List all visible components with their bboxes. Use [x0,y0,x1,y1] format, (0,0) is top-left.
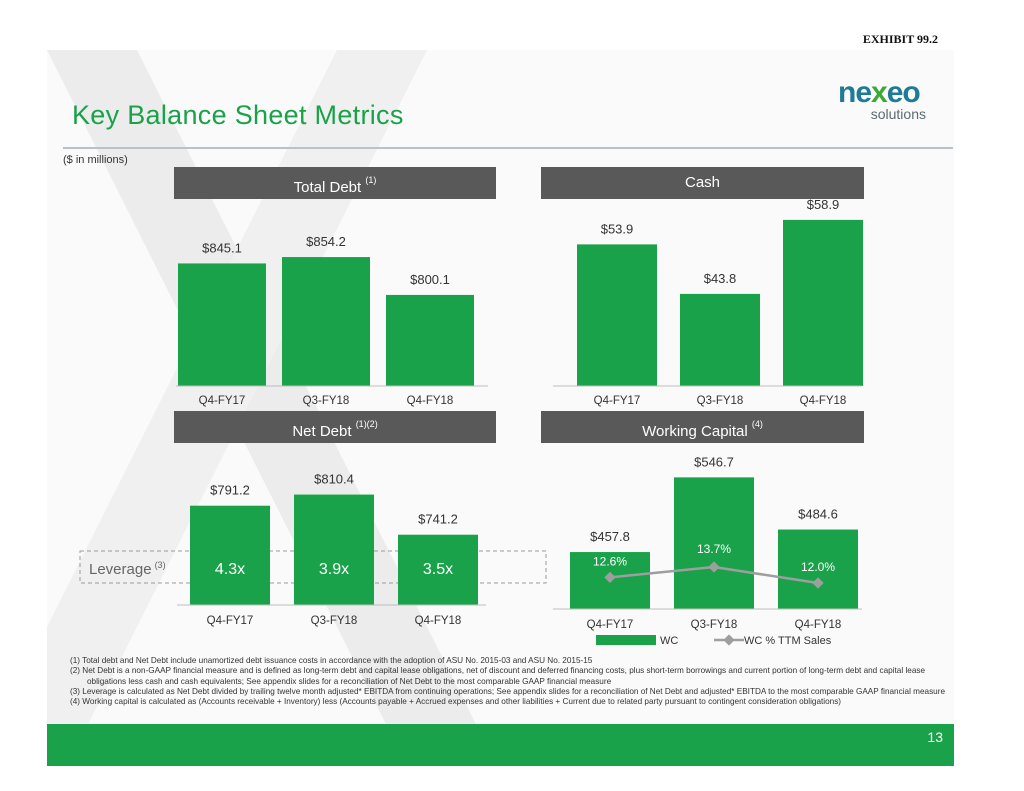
units-note: ($ in millions) [63,154,128,166]
exhibit-label: EXHIBIT 99.2 [862,32,938,46]
slide [47,50,954,766]
net-debt-category-label: Q4-FY17 [207,615,254,627]
total-debt-header: Total Debt (1) [174,167,496,199]
page-title: Key Balance Sheet Metrics [72,100,404,130]
cash-category-label: Q4-FY18 [800,395,847,407]
working-capital-bar [674,477,754,609]
leverage-note: (3) [155,560,166,570]
net-debt-bar [398,534,478,605]
legend-wcpct-marker [723,634,735,646]
total-debt-bar [282,257,370,386]
working-capital-bar [778,529,858,609]
logo-text-pre: ne [838,76,872,109]
total-debt-note: (1) [365,175,377,185]
working-capital-value-label: $484.6 [798,507,838,522]
cash-value-label: $43.8 [704,271,737,286]
logo-text-accent: x [871,76,888,109]
legend-wcpct-label: WC % TTM Sales [744,635,832,647]
net-debt-value-label: $791.2 [210,483,250,498]
working-capital-category-label: Q3-FY18 [691,619,738,631]
total-debt-value-label: $800.1 [410,272,450,287]
net-debt-value-label: $741.2 [418,512,458,527]
net-debt-category-label: Q4-FY18 [415,615,462,627]
cash-header: Cash [541,167,864,199]
total-debt-bar [386,294,474,386]
footnote-4: (4) Working capital is calculated as (Ac… [70,697,842,707]
footer-bar: 13 [47,724,954,766]
cash-bar [783,219,863,386]
cash-value-label: $53.9 [601,221,634,236]
net-debt-bar [190,505,270,605]
net-debt-category-label: Q3-FY18 [311,615,358,627]
footnote-3: (3) Leverage is calculated as Net Debt d… [70,686,946,696]
cash-title: Cash [684,174,721,191]
cash-bar [577,244,657,386]
footnote-2: (2) Net Debt is a non-GAAP financial mea… [70,666,926,686]
wc-pct-marker [708,561,720,573]
wc-pct-marker [812,577,824,589]
title-divider [63,147,953,149]
legend-wc-swatch [596,635,656,645]
leverage-label-text: Leverage [89,561,152,578]
working-capital-category-label: Q4-FY18 [795,619,842,631]
logo-subtitle: solutions [870,106,926,122]
wc-pct-marker [604,571,616,584]
total-debt-bar [178,263,266,386]
leverage-label: Leverage (3) [89,560,166,578]
net-debt-title: Net Debt [292,423,352,440]
working-capital-title: Working Capital [642,423,748,440]
total-debt-category-label: Q4-FY18 [407,395,454,407]
net-debt-note: (1)(2) [355,419,378,429]
nexeo-logo: nexeo solutions [838,76,938,123]
net-debt-header: Net Debt (1)(2) [174,411,496,443]
working-capital-value-label: $546.7 [694,454,734,469]
total-debt-category-label: Q3-FY18 [303,395,350,407]
cash-value-label: $58.9 [807,197,840,212]
page-number: 13 [927,729,943,745]
working-capital-header: Working Capital (4) [541,411,864,443]
leverage-value: 3.5x [423,561,453,578]
wc-pct-label: 13.7% [697,542,731,556]
cash-category-label: Q4-FY17 [594,395,641,407]
legend-wc-label: WC [660,635,678,647]
working-capital-value-label: $457.8 [590,529,630,544]
footnotes: (1) Total debt and Net Debt include unam… [70,656,950,707]
background-x-watermark [47,50,497,766]
logo-text-post: eo [886,76,921,109]
leverage-value: 4.3x [215,561,245,578]
net-debt-bar [294,494,374,605]
net-debt-value-label: $810.4 [314,472,354,487]
wc-pct-label: 12.0% [801,560,835,574]
total-debt-value-label: $845.1 [202,240,242,255]
footnote-1: (1) Total debt and Net Debt include unam… [70,656,593,665]
cash-bar [680,293,760,386]
working-capital-category-label: Q4-FY17 [587,619,634,631]
working-capital-note: (4) [751,419,763,429]
total-debt-value-label: $854.2 [306,234,346,249]
total-debt-category-label: Q4-FY17 [199,395,246,407]
leverage-value: 3.9x [319,561,349,578]
cash-category-label: Q3-FY18 [697,395,744,407]
wc-pct-label: 12.6% [593,554,627,568]
total-debt-title: Total Debt [293,179,362,196]
